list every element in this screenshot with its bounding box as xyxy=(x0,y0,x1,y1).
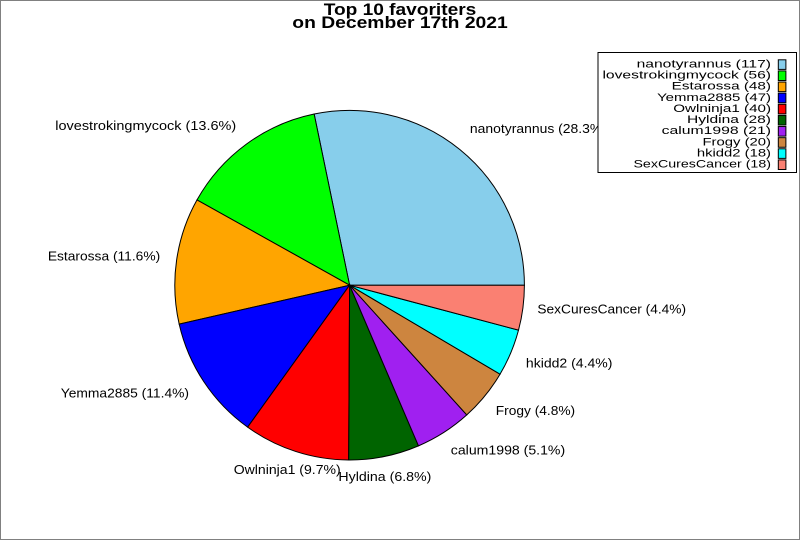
svg-text:Frogy (4.8%): Frogy (4.8%) xyxy=(496,403,575,418)
svg-text:lovestrokingmycock (13.6%): lovestrokingmycock (13.6%) xyxy=(55,119,236,133)
svg-text:Hyldina (6.8%): Hyldina (6.8%) xyxy=(338,470,431,484)
svg-text:SexCuresCancer (4.4%): SexCuresCancer (4.4%) xyxy=(537,302,686,317)
svg-text:Owlninja1 (9.7%): Owlninja1 (9.7%) xyxy=(234,462,341,476)
svg-text:Hyldina (28): Hyldina (28) xyxy=(687,113,771,125)
svg-text:calum1998 (5.1%): calum1998 (5.1%) xyxy=(451,443,565,457)
svg-text:Estarossa (11.6%): Estarossa (11.6%) xyxy=(48,249,160,264)
svg-text:Owlninja1 (40): Owlninja1 (40) xyxy=(673,102,771,115)
svg-text:hkidd2 (4.4%): hkidd2 (4.4%) xyxy=(526,356,613,370)
svg-text:Estarossa (48): Estarossa (48) xyxy=(672,80,771,93)
svg-text:lovestrokingmycock (56): lovestrokingmycock (56) xyxy=(602,69,771,81)
svg-text:Top 10 favoriters: Top 10 favoriters xyxy=(324,0,477,19)
svg-text:SexCuresCancer (18): SexCuresCancer (18) xyxy=(633,157,771,170)
svg-text:Frogy (20): Frogy (20) xyxy=(702,135,771,148)
svg-text:Yemma2885 (47): Yemma2885 (47) xyxy=(657,91,771,104)
svg-text:nanotyrannus (117): nanotyrannus (117) xyxy=(637,58,771,70)
svg-text:on December 17th 2021: on December 17th 2021 xyxy=(292,13,507,32)
svg-text:nanotyrannus (28.3%): nanotyrannus (28.3%) xyxy=(470,122,607,136)
svg-text:calum1998 (21): calum1998 (21) xyxy=(662,124,771,136)
svg-text:hkidd2 (18): hkidd2 (18) xyxy=(697,146,771,159)
svg-text:Yemma2885 (11.4%): Yemma2885 (11.4%) xyxy=(61,386,189,401)
